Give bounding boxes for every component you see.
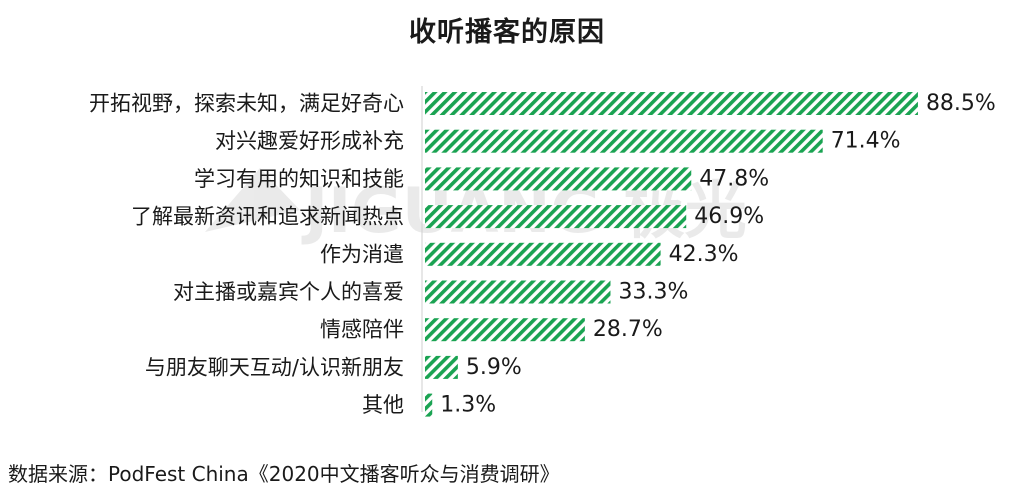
bar: [425, 355, 458, 379]
bar: [425, 167, 692, 191]
source-note: 数据来源：PodFest China《2020中文播客听众与消费调研》: [8, 462, 560, 486]
category-label: 情感陪伴: [320, 318, 404, 342]
bar: [425, 242, 661, 266]
category-label: 开拓视野，探索未知，满足好奇心: [89, 92, 404, 116]
value-label: 28.7%: [593, 317, 663, 342]
category-label: 对主播或嘉宾个人的喜爱: [173, 280, 404, 304]
bar: [425, 393, 433, 417]
category-label: 作为消遣: [320, 242, 404, 266]
bar: [425, 318, 585, 342]
category-label: 与朋友聊天互动/认识新朋友: [145, 355, 404, 379]
bar: [425, 205, 687, 229]
value-label: 42.3%: [669, 242, 739, 267]
bar: [425, 280, 611, 304]
bar: [425, 92, 918, 115]
category-label: 对兴趣爱好形成补充: [215, 129, 404, 153]
category-label: 了解最新资讯和追求新闻热点: [131, 205, 404, 229]
value-label: 71.4%: [831, 129, 901, 154]
value-label: 47.8%: [699, 166, 769, 191]
category-label: 学习有用的知识和技能: [194, 167, 404, 191]
bar: [425, 129, 823, 153]
value-label: 88.5%: [926, 91, 996, 116]
value-label: 33.3%: [618, 280, 688, 305]
value-label: 46.9%: [694, 204, 764, 229]
value-label: 1.3%: [440, 393, 496, 418]
chart-title: 收听播客的原因: [409, 17, 605, 48]
category-label: 其他: [362, 393, 404, 417]
value-label: 5.9%: [466, 355, 522, 380]
